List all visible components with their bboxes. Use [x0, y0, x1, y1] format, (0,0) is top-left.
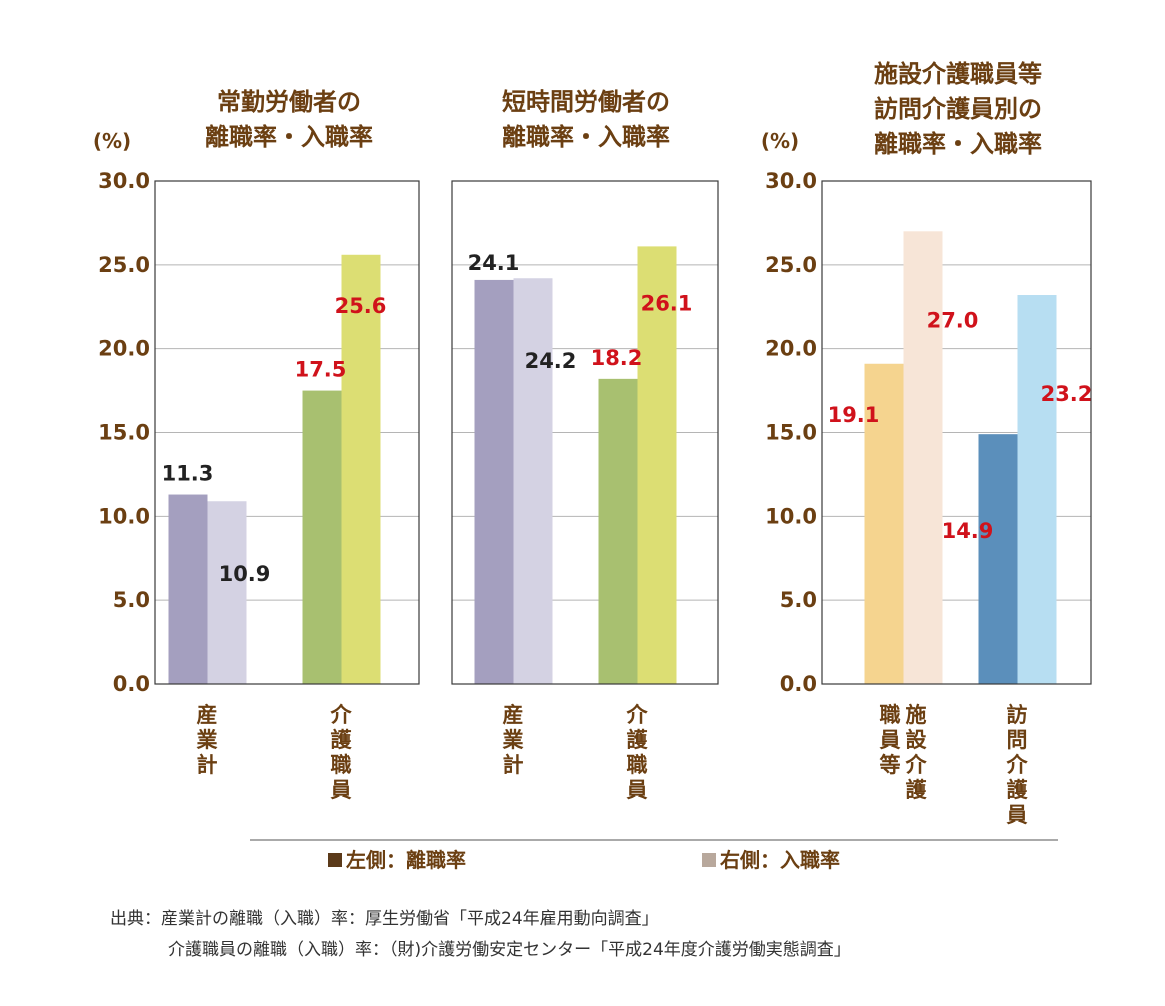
category-label-char: 業: [197, 728, 219, 752]
category-label-char: 員: [879, 728, 901, 752]
bar-left-separation-rate: [168, 494, 208, 684]
y-tick-label: 20.0: [98, 337, 150, 361]
chart-title-line: 常勤労働者の: [217, 88, 361, 116]
value-label-left: 17.5: [295, 358, 347, 382]
chart-title-line: 離職率・入職率: [874, 130, 1042, 158]
value-label-right: 25.6: [335, 294, 387, 318]
legend: 左側：離職率 右側：入職率: [328, 848, 840, 872]
legend-left-swatch: [328, 853, 342, 867]
chart-panel-3: 施設介護職員等訪問介護員別の離職率・入職率(%)0.05.010.015.020…: [761, 60, 1093, 827]
category-label-char: 計: [197, 753, 218, 777]
y-tick-label: 5.0: [113, 588, 150, 612]
category-label-char: 護: [1007, 778, 1029, 802]
value-label-left: 18.2: [591, 346, 643, 370]
category-label-char: 介: [626, 703, 649, 727]
y-tick-label: 20.0: [765, 337, 817, 361]
value-label-right: 26.1: [641, 291, 693, 315]
category-label-char: 施: [906, 703, 927, 727]
chart-title-line: 離職率・入職率: [502, 123, 670, 151]
chart-title-line: 短時間労働者の: [502, 88, 670, 116]
y-tick-label: 5.0: [780, 588, 817, 612]
value-label-right: 24.2: [525, 349, 577, 373]
bar-right-hire-rate: [1017, 295, 1057, 684]
category-label-char: 護: [906, 778, 928, 802]
category-label-char: 職: [627, 753, 648, 777]
y-unit-label: (%): [761, 129, 799, 153]
chart-title-line: 訪問介護員別の: [874, 95, 1042, 123]
y-tick-label: 30.0: [765, 169, 817, 193]
y-tick-label: 15.0: [765, 421, 817, 445]
y-tick-label: 0.0: [113, 672, 150, 696]
category-label-char: 計: [503, 753, 524, 777]
bar-right-hire-rate: [341, 254, 381, 685]
chart-title-line: 離職率・入職率: [205, 123, 373, 151]
category-label-char: 員: [330, 778, 352, 802]
bar-right-hire-rate: [513, 278, 553, 684]
value-label-right: 10.9: [219, 562, 271, 586]
bar-left-separation-rate: [864, 363, 904, 684]
value-label-right: 23.2: [1041, 382, 1093, 406]
bar-right-hire-rate: [637, 246, 677, 684]
legend-right-label: 右側：入職率: [720, 848, 840, 872]
category-label-char: 介: [330, 703, 353, 727]
category-label-char: 員: [1006, 803, 1028, 827]
chart-title-line: 施設介護職員等: [874, 60, 1042, 88]
category-label-char: 設: [906, 728, 928, 752]
category-label-char: 訪: [1007, 703, 1028, 727]
legend-left-label: 左側：離職率: [346, 848, 466, 872]
bar-left-separation-rate: [978, 434, 1018, 684]
category-label-char: 職: [331, 753, 352, 777]
value-label-left: 11.3: [162, 462, 214, 486]
bar-left-separation-rate: [302, 390, 342, 684]
plot-frame: [451, 180, 719, 685]
legend-right-swatch: [702, 853, 716, 867]
y-tick-label: 25.0: [98, 253, 150, 277]
y-unit-label: (%): [93, 129, 131, 153]
chart-panels: 常勤労働者の離職率・入職率(%)0.05.010.015.020.025.030…: [93, 60, 1093, 827]
plot-frame: [154, 180, 420, 685]
bar-left-separation-rate: [474, 279, 514, 684]
category-label-char: 問: [1007, 728, 1028, 752]
category-label-char: 介: [905, 753, 928, 777]
category-label-char: 護: [627, 728, 649, 752]
category-label-char: 産: [197, 703, 218, 727]
value-label-left: 19.1: [828, 403, 880, 427]
bar-left-separation-rate: [598, 378, 638, 684]
plot-frame: [821, 180, 1092, 685]
y-tick-label: 30.0: [98, 169, 150, 193]
y-tick-label: 10.0: [765, 504, 817, 528]
bar-right-hire-rate: [903, 231, 943, 685]
category-label-char: 等: [880, 753, 901, 777]
category-label-char: 職: [880, 703, 901, 727]
category-label-char: 員: [626, 778, 648, 802]
category-label-char: 産: [503, 703, 524, 727]
category-label-char: 護: [331, 728, 353, 752]
source-line-1: 出典：産業計の離職（入職）率：厚生労働省「平成24年雇用動向調査」: [110, 909, 659, 929]
value-label-left: 24.1: [468, 251, 520, 275]
bar-right-hire-rate: [207, 501, 247, 684]
y-tick-label: 0.0: [780, 672, 817, 696]
source-line-2: 介護職員の離職（入職）率：（財)介護労働安定センター「平成24年度介護労働実態調…: [168, 940, 851, 960]
y-tick-label: 10.0: [98, 504, 150, 528]
value-label-left: 14.9: [942, 519, 994, 543]
category-label-char: 介: [1006, 753, 1029, 777]
value-label-right: 27.0: [927, 308, 979, 332]
y-tick-label: 15.0: [98, 421, 150, 445]
category-label-char: 業: [503, 728, 525, 752]
y-tick-label: 25.0: [765, 253, 817, 277]
